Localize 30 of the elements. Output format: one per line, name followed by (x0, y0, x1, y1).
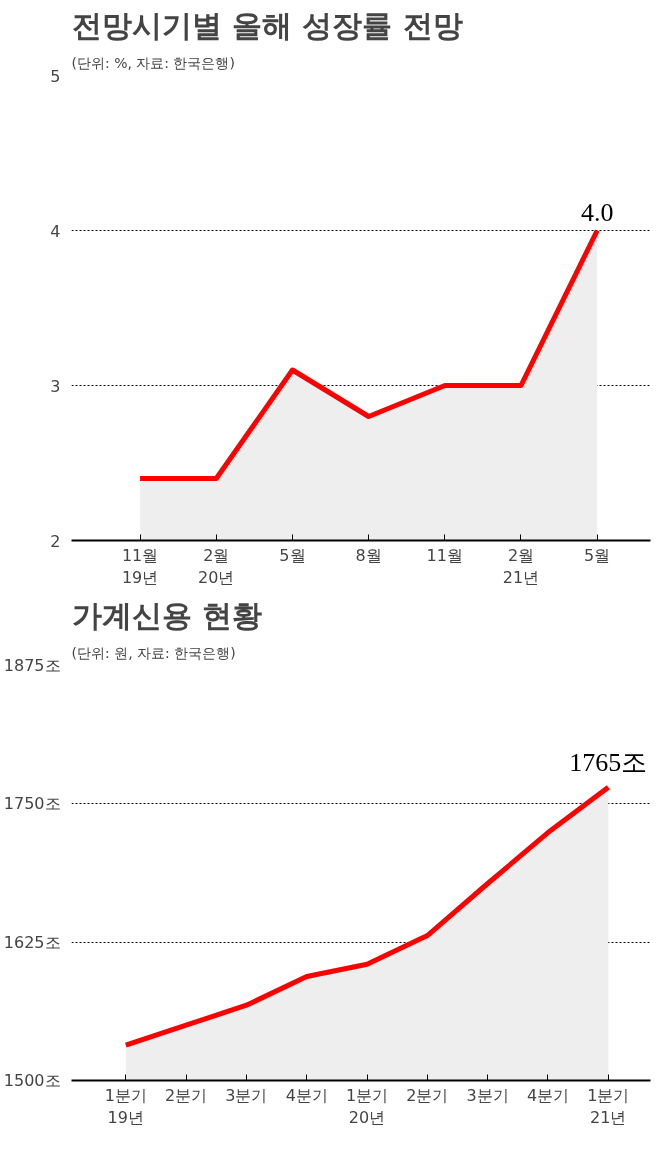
x-tick-label: 11월 (426, 545, 463, 565)
x-tick-label: 2월 20년 (198, 545, 235, 588)
chart-title: 가계신용 현황 (71, 597, 262, 633)
x-tick-label: 4분기 (285, 1085, 328, 1105)
x-tick-label: 4분기 (526, 1085, 570, 1105)
y-tick-label: 3 (50, 376, 61, 396)
chart-subtitle: (단위: %, 자료: 한국은행) (71, 54, 235, 71)
data-label: 1765조 (569, 748, 648, 778)
y-tick-label: 1500조 (3, 1071, 61, 1090)
y-tick-label: 4 (50, 221, 61, 241)
y-tick-label: 2 (50, 531, 61, 551)
x-tick-label: 2월 21년 (502, 545, 540, 588)
x-tick-label: 2분기 (165, 1085, 208, 1105)
y-tick-label: 5 (50, 66, 61, 86)
x-tick-label: 3분기 (466, 1085, 509, 1105)
chart-subtitle: (단위: 원, 자료: 한국은행) (71, 644, 236, 661)
x-tick-label: 5월 (279, 545, 306, 565)
x-tick-label: 2분기 (406, 1085, 449, 1105)
x-tick-label: 8월 (355, 545, 382, 565)
chart-title: 전망시기별 올해 성장률 전망 (71, 7, 463, 43)
x-tick-label: 3분기 (225, 1085, 268, 1105)
y-tick-label: 1750조 (3, 794, 61, 814)
x-tick-label: 11월 19년 (121, 545, 159, 588)
x-tick-label: 1분기 19년 (104, 1085, 147, 1128)
data-label: 4.0 (580, 197, 614, 227)
y-tick-label: 1625조 (3, 932, 61, 952)
x-tick-label: 1분기 20년 (345, 1085, 389, 1128)
x-tick-label: 1분기 21년 (587, 1085, 630, 1128)
x-tick-label: 5월 (584, 545, 611, 565)
y-tick-label: 1875조 (3, 656, 61, 675)
